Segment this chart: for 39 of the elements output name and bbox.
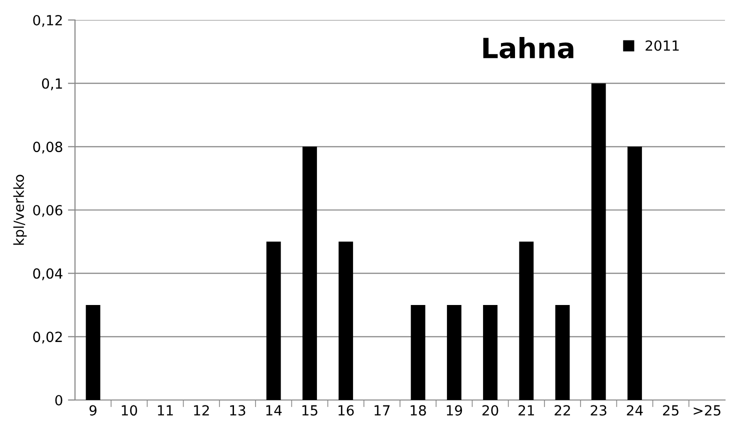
y-tick-label: 0,1 xyxy=(42,78,62,90)
x-tick-label: 14 xyxy=(266,405,282,416)
y-tick-label: 0,04 xyxy=(33,268,62,280)
chart-title: Lahna xyxy=(483,36,574,58)
bar xyxy=(555,305,570,400)
x-tick-label: 12 xyxy=(194,405,209,416)
x-tick-label: 21 xyxy=(518,405,534,416)
bar xyxy=(628,146,642,400)
x-tick-label: 13 xyxy=(230,405,246,416)
x-tick-label: 24 xyxy=(626,405,643,416)
x-tick-label: 20 xyxy=(482,405,498,416)
x-tick-label: >25 xyxy=(694,405,720,416)
x-tick-label: 25 xyxy=(663,405,678,416)
bar xyxy=(591,83,606,400)
bar xyxy=(519,242,534,400)
x-tick-label: 16 xyxy=(338,405,354,416)
bar xyxy=(483,305,498,400)
x-tick-label: 9 xyxy=(90,405,96,416)
x-tick-label: 23 xyxy=(590,405,606,416)
x-tick-label: 11 xyxy=(158,405,173,416)
x-tick-label: 17 xyxy=(374,405,390,416)
bar xyxy=(410,305,426,400)
bar xyxy=(86,305,100,400)
x-tick-label: 18 xyxy=(410,405,426,416)
y-tick-label: 0,06 xyxy=(33,204,62,217)
y-tick-label: 0,12 xyxy=(33,14,62,27)
bar xyxy=(302,146,317,400)
bar xyxy=(266,242,281,400)
legend-label: 2011 xyxy=(646,40,679,51)
y-tick-label: 0,08 xyxy=(33,142,62,154)
x-tick-label: 10 xyxy=(122,405,138,416)
x-tick-label: 15 xyxy=(302,405,318,416)
y-tick-label: 0 xyxy=(55,394,62,406)
y-axis-title: kpl/verkko xyxy=(13,174,27,245)
y-tick-label: 0,02 xyxy=(33,332,62,344)
bar xyxy=(446,305,462,400)
x-tick-label: 19 xyxy=(446,405,462,416)
x-tick-label: 22 xyxy=(554,405,570,416)
bar xyxy=(338,242,354,400)
